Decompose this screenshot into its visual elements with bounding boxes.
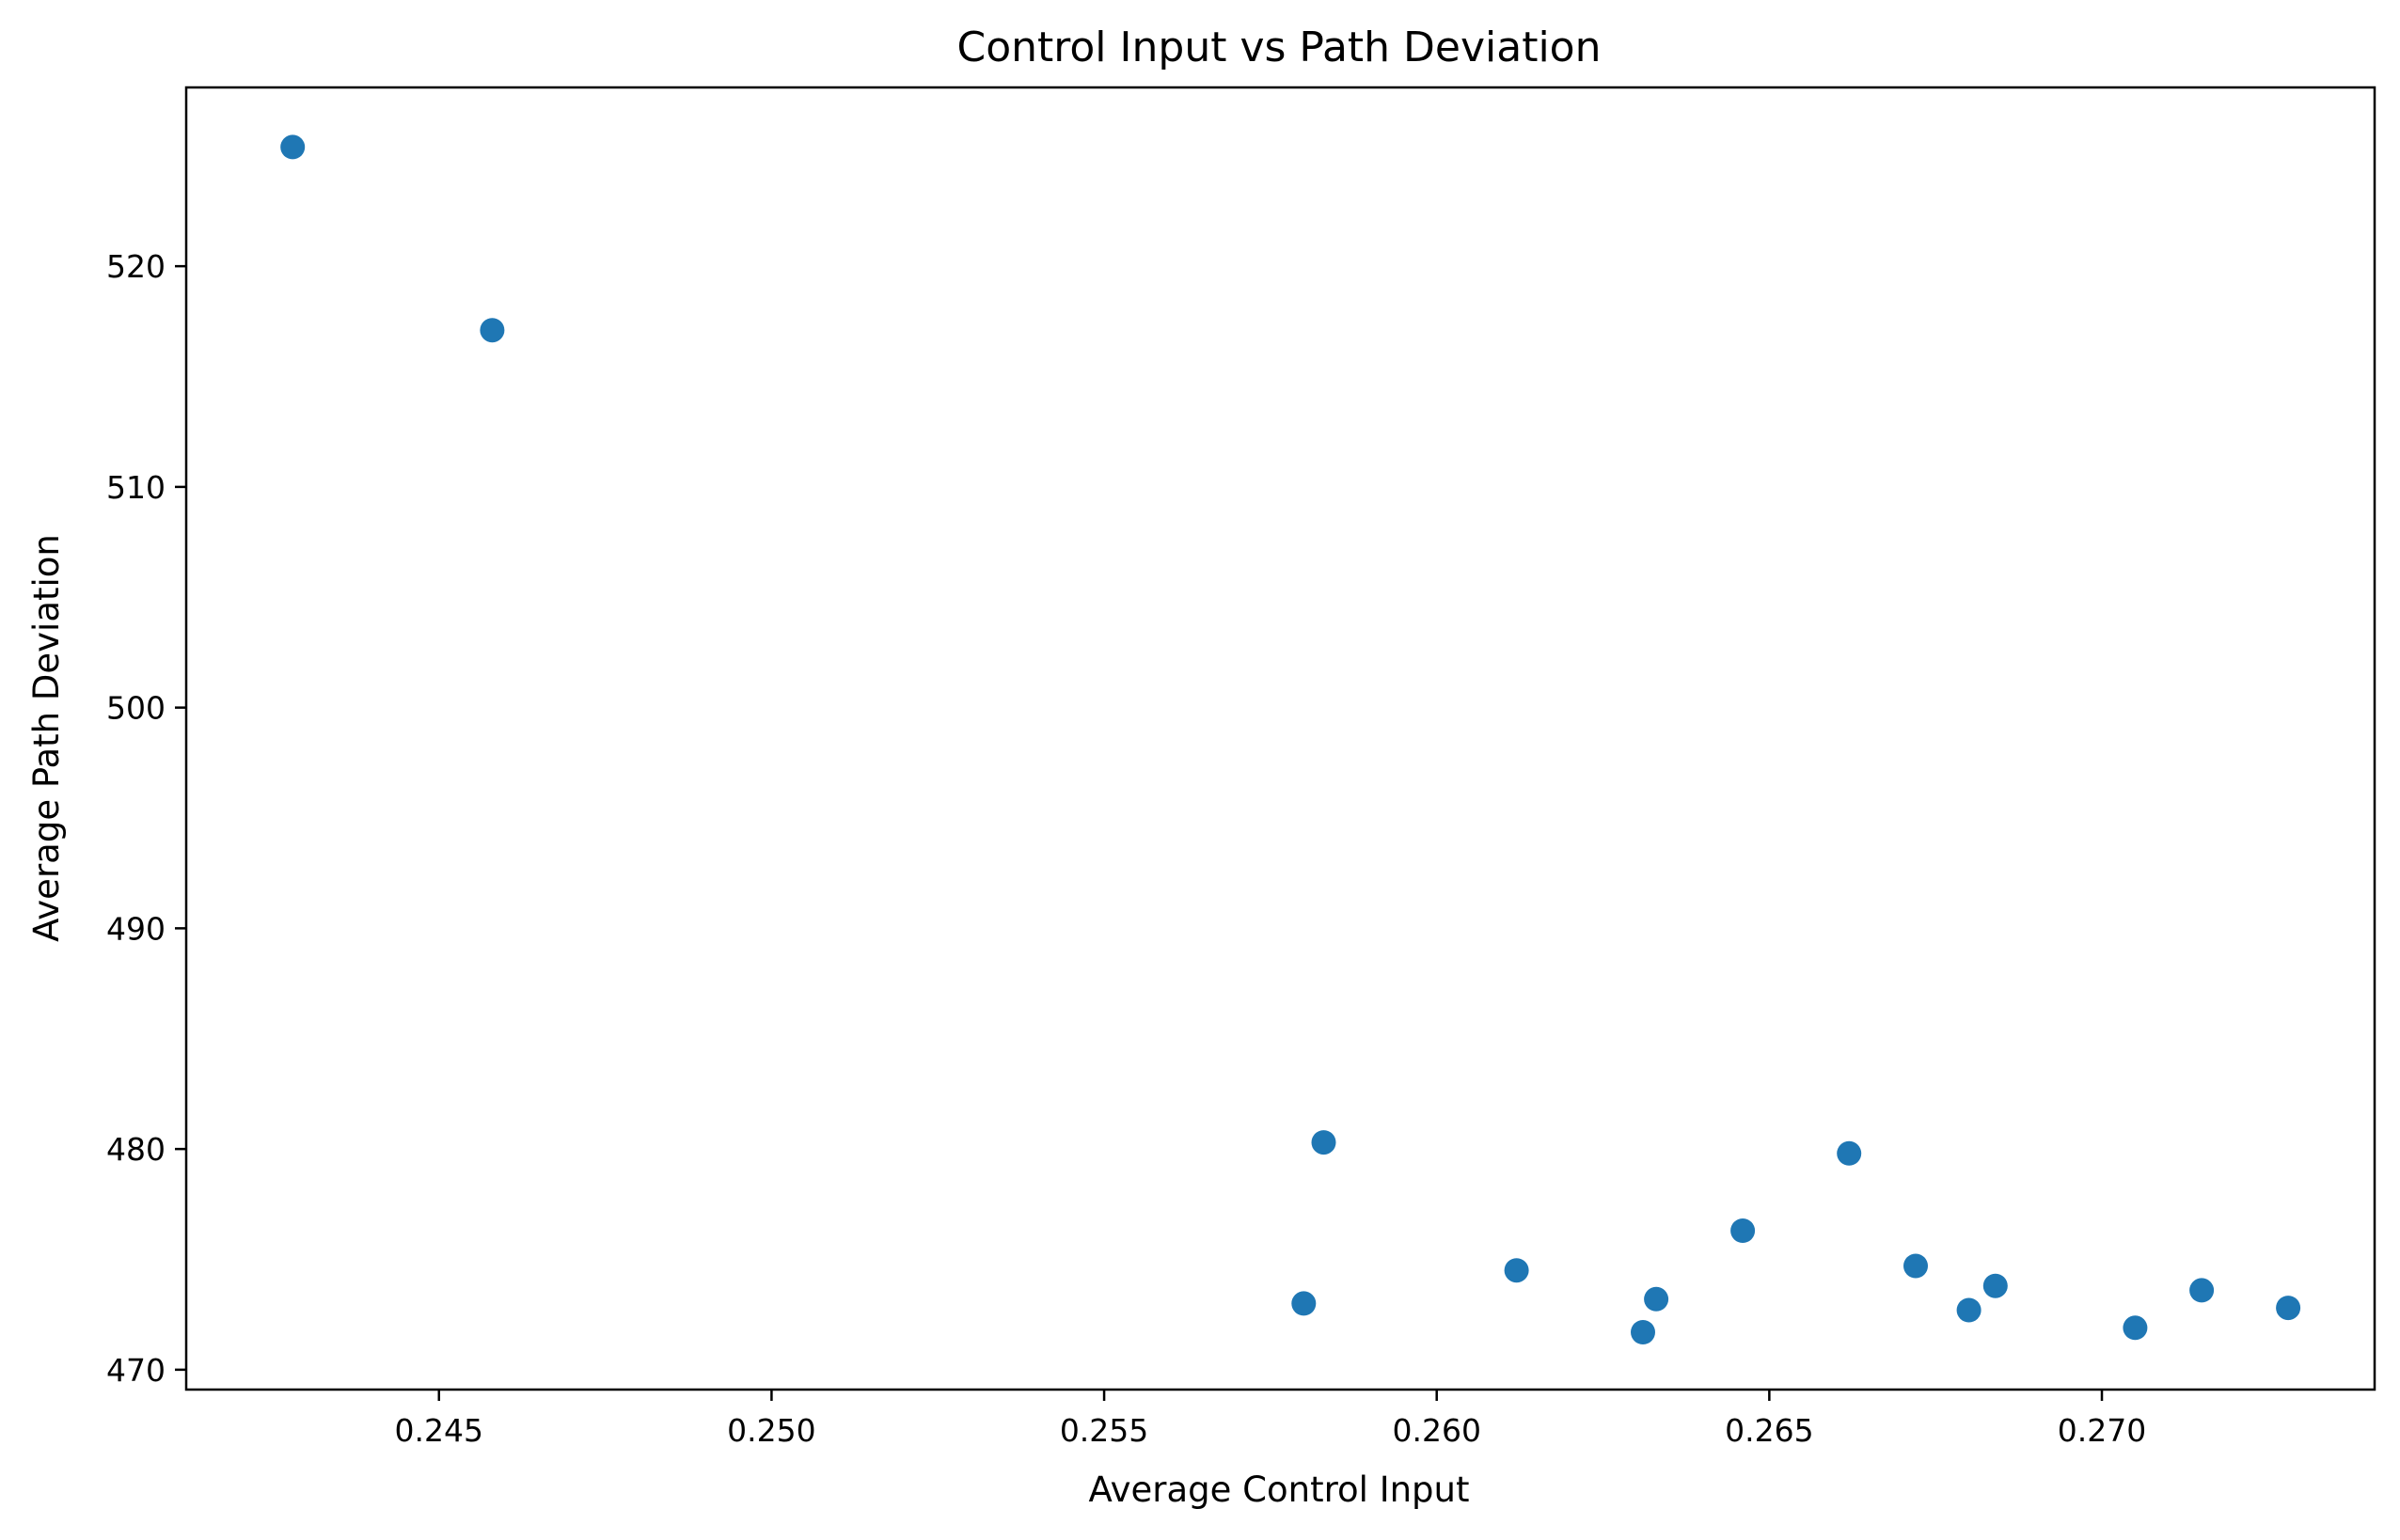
- data-point-4: [1311, 1130, 1336, 1155]
- x-axis-label: Average Control Input: [1088, 1469, 1469, 1510]
- x-tick-label: 0.245: [395, 1412, 483, 1449]
- x-axis-ticks: 0.245 0.250 0.255 0.260 0.265 0.270: [395, 1390, 2146, 1449]
- y-tick-label: 490: [106, 910, 166, 947]
- data-point-5: [1504, 1258, 1529, 1283]
- x-tick-label: 0.255: [1060, 1412, 1148, 1449]
- chart-title: Control Input vs Path Deviation: [956, 24, 1601, 71]
- x-tick-label: 0.265: [1725, 1412, 1813, 1449]
- data-point-15: [2276, 1296, 2301, 1321]
- data-point-6: [1631, 1320, 1655, 1344]
- y-tick-label: 470: [106, 1352, 166, 1389]
- data-point-10: [1903, 1253, 1928, 1279]
- y-tick-label: 480: [106, 1131, 166, 1168]
- data-point-3: [1291, 1291, 1317, 1316]
- data-point-8: [1730, 1218, 1756, 1243]
- data-point-1: [280, 134, 306, 160]
- plot-frame: [184, 86, 2376, 1391]
- data-point-7: [1644, 1286, 1669, 1312]
- y-tick-label: 500: [106, 690, 166, 727]
- data-point-14: [2189, 1278, 2215, 1303]
- y-axis-ticks: 470 480 490 500 510 520: [106, 248, 186, 1389]
- data-point-13: [2123, 1315, 2148, 1341]
- y-tick-label: 520: [106, 248, 166, 285]
- data-point-11: [1956, 1297, 1982, 1323]
- y-tick-label: 510: [106, 469, 166, 506]
- x-tick-label: 0.260: [1392, 1412, 1480, 1449]
- x-tick-label: 0.250: [727, 1412, 815, 1449]
- data-point-2: [480, 318, 505, 343]
- x-tick-label: 0.270: [2058, 1412, 2146, 1449]
- data-point-12: [1982, 1273, 2008, 1298]
- y-axis-label: Average Path Deviation: [26, 534, 67, 942]
- plot-points: [280, 134, 2301, 1344]
- data-point-9: [1837, 1140, 1862, 1166]
